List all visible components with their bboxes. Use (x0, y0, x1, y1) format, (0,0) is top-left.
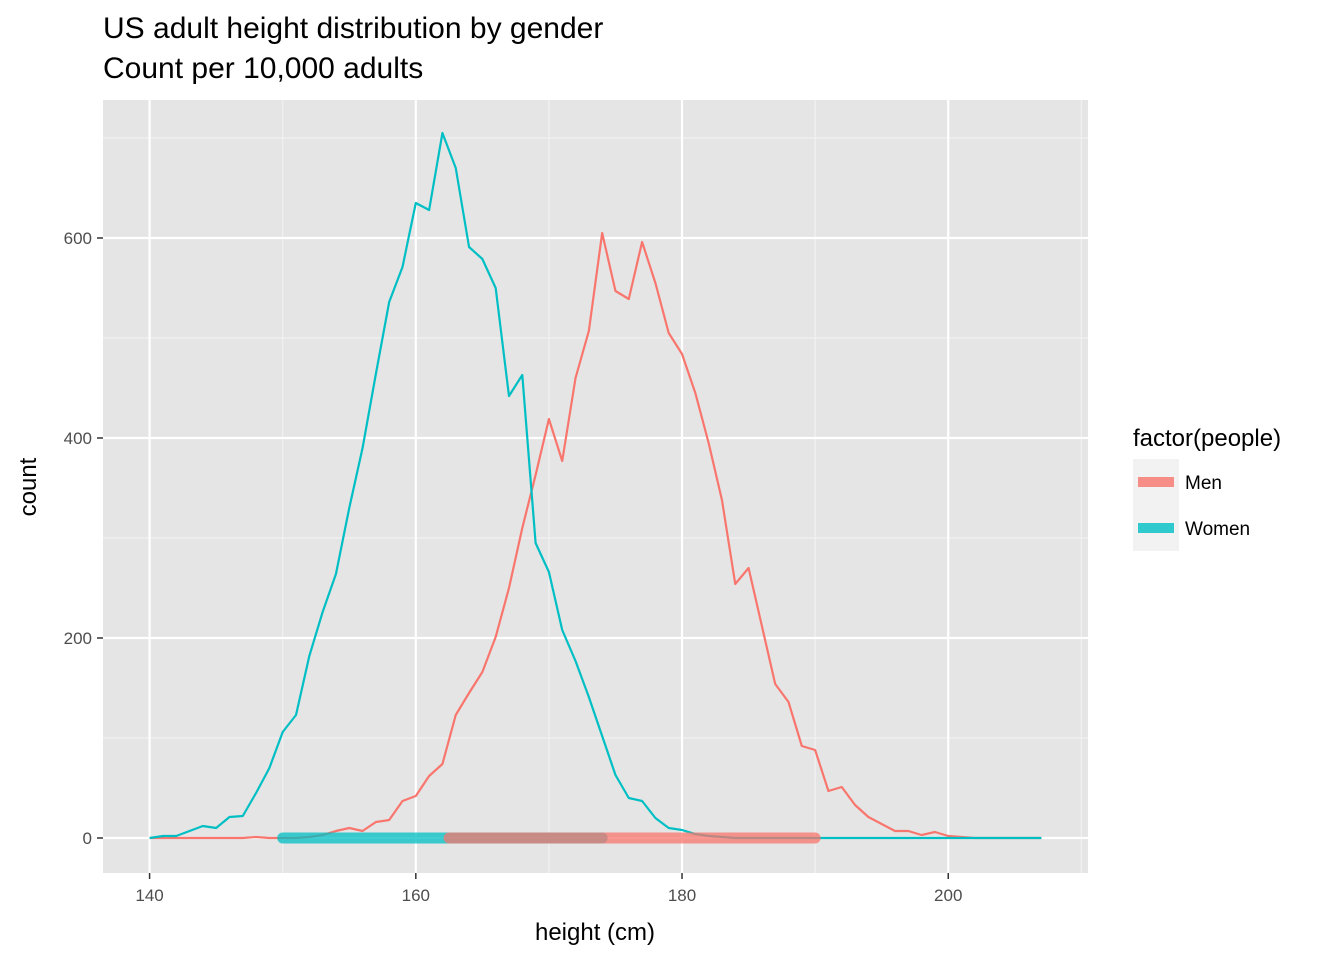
y-tick-label: 200 (64, 629, 92, 648)
x-tick-label: 180 (668, 886, 696, 905)
legend: factor(people) Men Women (1133, 425, 1281, 551)
y-axis: 0 200 400 600 (64, 229, 103, 848)
y-tick-label: 400 (64, 429, 92, 448)
y-tick-label: 600 (64, 229, 92, 248)
x-axis-title: height (cm) (535, 919, 655, 946)
chart-title: US adult height distribution by gender (103, 12, 603, 45)
chart-subtitle: Count per 10,000 adults (103, 52, 423, 85)
series-line-women (149, 131, 1042, 840)
legend-title: factor(people) (1133, 425, 1281, 452)
x-tick-label: 200 (934, 886, 962, 905)
grid-minor (103, 100, 1088, 873)
x-tick-label: 160 (402, 886, 430, 905)
y-axis-title: count (15, 457, 42, 516)
legend-label-women: Women (1185, 519, 1250, 540)
plot-panel (103, 100, 1088, 873)
legend-items: Men Women (1133, 459, 1250, 551)
x-axis: 140 160 180 200 (135, 873, 962, 905)
legend-label-men: Men (1185, 473, 1222, 494)
x-tick-label: 140 (135, 886, 163, 905)
y-tick-label: 0 (83, 829, 92, 848)
